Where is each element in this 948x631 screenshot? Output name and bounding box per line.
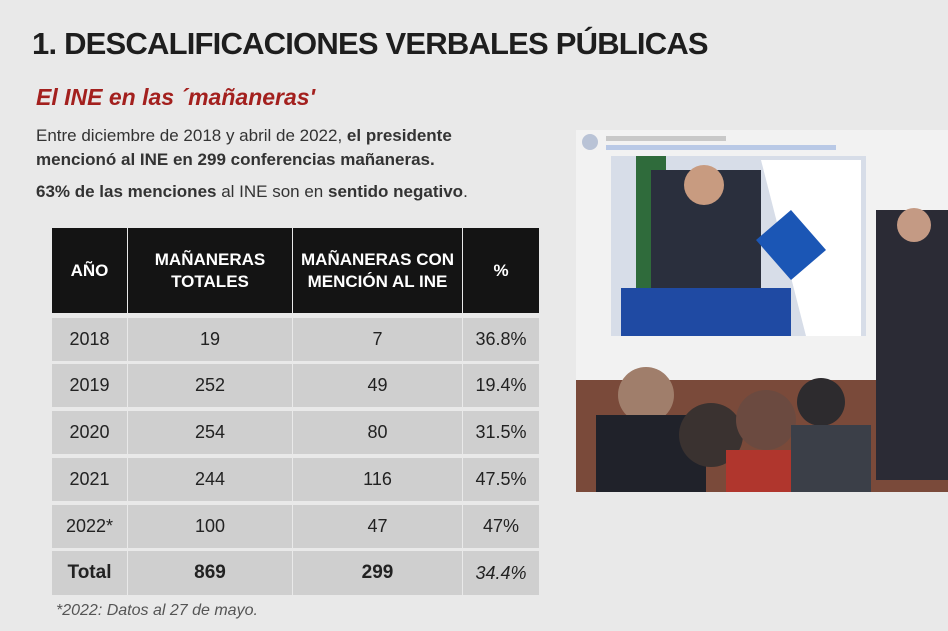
audience <box>791 425 871 492</box>
total-cell: 299 <box>293 551 462 595</box>
podium <box>621 288 791 336</box>
audience <box>618 367 674 423</box>
table-cell: 19 <box>128 318 292 361</box>
table-cell: 244 <box>128 458 292 501</box>
table-cell: 252 <box>128 364 292 407</box>
text-run: el presidente <box>346 126 452 145</box>
table-cell: 2021 <box>52 458 127 501</box>
text-run: Entre diciembre de 2018 y abril de 2022, <box>36 126 347 145</box>
table-cell: 100 <box>128 505 292 548</box>
table-cell: 254 <box>128 411 292 454</box>
avatar <box>582 134 598 150</box>
table-cell: 2018 <box>52 318 127 361</box>
footnote: *2022: Datos al 27 de mayo. <box>56 602 258 619</box>
table-cell: 47% <box>463 505 539 548</box>
pan-logo <box>756 210 826 280</box>
table-cell: 116 <box>293 458 462 501</box>
header-cell: % <box>463 228 539 313</box>
audience <box>736 390 796 450</box>
table-cell: 47.5% <box>463 458 539 501</box>
presenter-head <box>897 208 931 242</box>
header-cell: AÑO <box>52 228 127 313</box>
text-run: mencionó al INE en 299 conferencias maña… <box>36 150 435 169</box>
photo <box>576 130 948 492</box>
text-run: sentido negativo <box>328 182 464 201</box>
table-cell: 36.8% <box>463 318 539 361</box>
table-cell: 31.5% <box>463 411 539 454</box>
intro-line: mencionó al INE en 299 conferencias maña… <box>36 150 468 174</box>
table-cell: 49 <box>293 364 462 407</box>
text-run: . <box>463 182 468 201</box>
header-cell: MAÑANERAS CON MENCIÓN AL INE <box>293 228 462 313</box>
intro: Entre diciembre de 2018 y abril de 2022,… <box>36 126 468 206</box>
total-cell: 869 <box>128 551 292 595</box>
intro-line: 63% de las menciones al INE son en senti… <box>36 182 468 206</box>
table-cell: 80 <box>293 411 462 454</box>
subtitle: El INE en las ´mañaneras' <box>36 84 316 110</box>
table-cell: 47 <box>293 505 462 548</box>
table-cell: 7 <box>293 318 462 361</box>
tweet-line <box>606 145 836 150</box>
intro-line: Entre diciembre de 2018 y abril de 2022,… <box>36 126 468 150</box>
table-cell: 2022* <box>52 505 127 548</box>
table-cell: 2019 <box>52 364 127 407</box>
text-run: al INE son en <box>216 182 328 201</box>
audience <box>797 378 845 426</box>
text-run: 63% de las menciones <box>36 182 217 201</box>
table-cell: 2020 <box>52 411 127 454</box>
total-cell: 34.4% <box>463 551 539 595</box>
table: AÑO MAÑANERAS TOTALES MAÑANERAS CON MENCIÓ… <box>52 228 539 595</box>
table-cell: 19.4% <box>463 364 539 407</box>
header-cell: MAÑANERAS TOTALES <box>128 228 292 313</box>
speaker-head <box>684 165 724 205</box>
total-cell: Total <box>52 551 127 595</box>
tweet-line <box>606 136 726 141</box>
presenter <box>876 210 948 480</box>
title: 1. DESCALIFICACIONES VERBALES PÚBLICAS <box>32 26 709 61</box>
